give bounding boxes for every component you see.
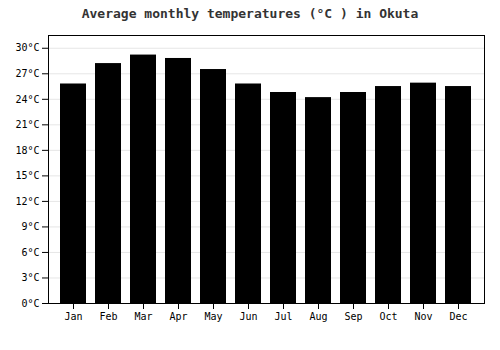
svg-text:12°C: 12°C: [15, 196, 39, 207]
svg-text:Oct: Oct: [379, 311, 397, 322]
svg-text:Dec: Dec: [449, 311, 467, 322]
svg-text:Jul: Jul: [274, 311, 292, 322]
svg-text:Aug: Aug: [309, 311, 327, 322]
svg-text:3°C: 3°C: [21, 272, 39, 283]
html-text:Average monthly temperatures (: Average monthly temperatures (°C ) in Ok…: [81, 6, 419, 21]
svg-text:18°C: 18°C: [15, 145, 39, 156]
svg-text:6°C: 6°C: [21, 247, 39, 258]
svg-text:Jan: Jan: [64, 311, 82, 322]
svg-text:Apr: Apr: [169, 311, 187, 322]
svg-text:27°C: 27°C: [15, 68, 39, 79]
svg-text:9°C: 9°C: [21, 221, 39, 232]
svg-text:Nov: Nov: [414, 311, 432, 322]
svg-text:Sep: Sep: [344, 311, 362, 322]
svg-text:Jun: Jun: [239, 311, 257, 322]
svg-text:24°C: 24°C: [15, 94, 39, 105]
svg-text:0°C: 0°C: [21, 298, 39, 309]
svg-text:May: May: [204, 311, 222, 322]
svg-text:15°C: 15°C: [15, 170, 39, 181]
svg-text:30°C: 30°C: [15, 42, 39, 53]
svg-text:Feb: Feb: [99, 311, 117, 322]
svg-text:21°C: 21°C: [15, 119, 39, 130]
svg-text:Mar: Mar: [134, 311, 152, 322]
